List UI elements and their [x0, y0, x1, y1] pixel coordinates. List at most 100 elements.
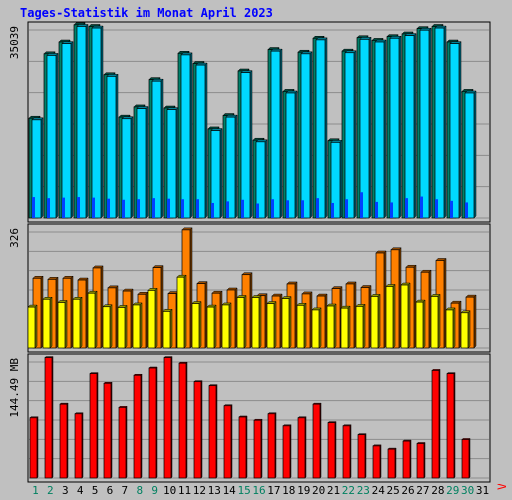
bar-besuche-8: [132, 304, 141, 349]
bar-dateien-27: [420, 196, 423, 218]
x-tick-label: 5: [92, 484, 99, 497]
bar-seiten-28: [434, 27, 445, 219]
x-tick-label: 25: [387, 484, 400, 497]
x-tick-label: 14: [223, 484, 237, 497]
bar-volumen-6: [103, 382, 112, 479]
bar-besuche-10: [162, 310, 171, 349]
x-tick-label: 18: [282, 484, 295, 497]
panel-max-label: 35039: [8, 26, 21, 59]
bar-dateien-28: [435, 199, 438, 218]
x-tick-label: 13: [208, 484, 221, 497]
bar-seiten-9: [151, 80, 162, 219]
bar-seiten-13: [210, 130, 221, 219]
bar-besuche-21: [326, 305, 335, 349]
bar-besuche-11: [176, 276, 185, 349]
bar-volumen-22: [342, 425, 351, 479]
x-tick-label: 8: [136, 484, 143, 497]
bar-besuche-30: [460, 312, 469, 349]
panel-volume: 144.49 MB: [8, 353, 491, 483]
bar-seiten-17: [270, 50, 281, 219]
bar-dateien-20: [316, 198, 319, 218]
x-tick-label: 21: [327, 484, 340, 497]
bar-dateien-8: [137, 199, 140, 218]
bar-seiten-22: [344, 52, 355, 219]
x-tick-label: 9: [151, 484, 158, 497]
bar-volumen-29: [446, 373, 455, 479]
bar-seiten-24: [374, 41, 385, 219]
bar-volumen-3: [59, 403, 68, 479]
chart-title: Tages-Statistik im Monat April 2023: [20, 6, 273, 20]
bar-seiten-26: [404, 35, 415, 219]
x-tick-label: 31: [476, 484, 489, 497]
bar-besuche-27: [415, 301, 424, 349]
bar-besuche-18: [281, 298, 290, 349]
bar-volumen-12: [193, 381, 202, 479]
bar-seiten-15: [240, 72, 251, 219]
bar-besuche-4: [72, 298, 81, 349]
bar-volumen-11: [178, 362, 187, 479]
series-seiten: [31, 23, 477, 219]
bar-besuche-17: [266, 303, 275, 349]
bar-besuche-5: [87, 292, 96, 349]
series-dateien: [32, 192, 468, 218]
bar-seiten-21: [330, 141, 341, 219]
bar-seiten-4: [76, 26, 87, 219]
bar-volumen-18: [282, 425, 291, 479]
x-tick-label: 28: [431, 484, 444, 497]
bar-dateien-14: [226, 201, 229, 218]
bar-volumen-4: [74, 413, 83, 479]
bar-dateien-21: [331, 202, 334, 218]
bar-dateien-18: [286, 200, 289, 218]
x-tick-label: 10: [163, 484, 176, 497]
bar-besuche-25: [385, 286, 394, 349]
x-tick-label: 26: [401, 484, 414, 497]
bar-dateien-9: [152, 198, 155, 218]
bar-volumen-25: [387, 448, 396, 479]
bar-volumen-15: [238, 416, 247, 479]
bar-volumen-16: [253, 419, 262, 479]
bar-besuche-14: [221, 304, 230, 349]
x-tick-label: 20: [312, 484, 325, 497]
bar-volumen-7: [118, 407, 127, 479]
bar-dateien-19: [301, 200, 304, 218]
bar-dateien-30: [465, 202, 468, 218]
bar-besuche-12: [191, 303, 200, 349]
x-tick-label: 30: [461, 484, 474, 497]
bar-seiten-23: [359, 38, 370, 219]
bar-dateien-5: [92, 197, 95, 218]
panel-requests: 35039: [8, 21, 491, 223]
bar-dateien-17: [271, 199, 274, 218]
bar-volumen-14: [223, 405, 232, 479]
bar-dateien-22: [345, 199, 348, 218]
bar-besuche-6: [102, 306, 111, 349]
bar-besuche-23: [355, 306, 364, 349]
x-tick-label: 11: [178, 484, 191, 497]
bar-volumen-24: [372, 445, 381, 479]
bar-seiten-8: [136, 108, 147, 219]
panel-visits: 326: [8, 223, 491, 353]
x-tick-label: 6: [107, 484, 114, 497]
bar-volumen-2: [44, 357, 53, 479]
bar-seiten-29: [449, 43, 460, 219]
bar-volumen-21: [327, 422, 336, 479]
bar-volumen-20: [312, 403, 321, 479]
bar-volumen-10: [163, 357, 172, 479]
x-tick-label: 15: [237, 484, 250, 497]
x-tick-label: 29: [446, 484, 459, 497]
series-besuche: [27, 274, 471, 349]
bar-seiten-19: [300, 53, 311, 219]
bar-seiten-12: [195, 64, 206, 219]
bar-seiten-1: [31, 119, 42, 219]
bar-dateien-24: [375, 201, 378, 218]
bar-besuche-7: [117, 307, 126, 349]
x-tick-label: 27: [416, 484, 429, 497]
bar-dateien-16: [256, 203, 259, 218]
bar-seiten-27: [419, 29, 430, 219]
bar-volumen-9: [148, 367, 157, 479]
bar-besuche-9: [147, 290, 156, 349]
bar-dateien-26: [405, 198, 408, 218]
bar-dateien-10: [167, 198, 170, 218]
x-tick-label: 12: [193, 484, 206, 497]
x-tick-label: 23: [357, 484, 370, 497]
